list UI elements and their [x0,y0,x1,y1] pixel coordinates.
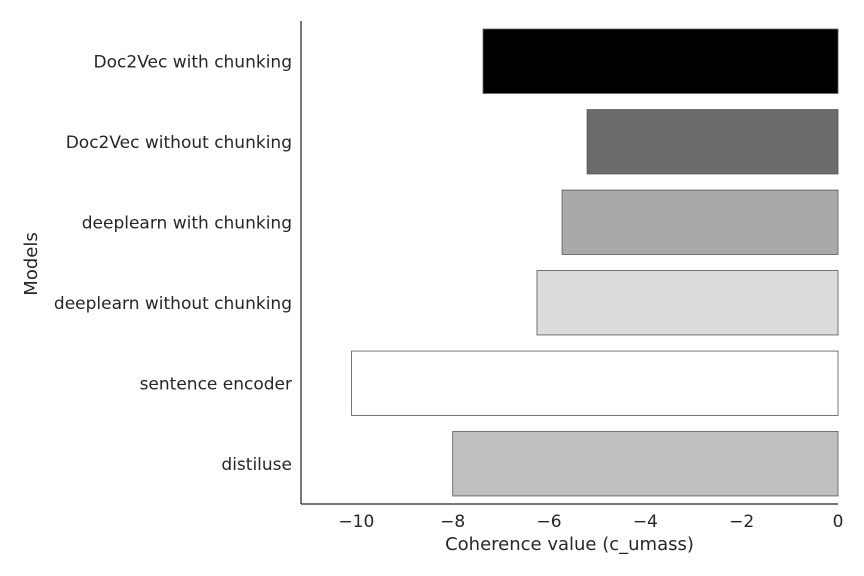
bar-doc2vec-without-chunking [586,109,839,175]
y-tick-labels: Doc2Vec with chunking Doc2Vec without chu… [54,52,292,475]
x-axis-label: Coherence value (c_umass) [445,534,694,555]
x-tick-label: −2 [729,512,754,532]
bar-distiluse [452,431,839,497]
y-tick-label: deeplearn with chunking [82,213,292,233]
bar-doc2vec-with-chunking [482,28,839,94]
y-axis-label: Models [21,232,42,295]
y-tick-label: sentence encoder [140,374,292,394]
bar-deeplearn-with-chunking [561,189,839,255]
y-tick-label: distiluse [221,455,292,475]
y-tick-label: deeplearn without chunking [54,294,292,314]
bar-sentence-encoder [351,350,839,416]
x-tick-label: −4 [633,512,658,532]
y-tick-label: Doc2Vec with chunking [94,52,292,72]
x-ticks: −10 −8 −6 −4 −2 0 [338,512,843,532]
bars-group [351,28,839,497]
x-tick-label: 0 [833,512,844,532]
x-tick-label: −10 [338,512,374,532]
x-tick-label: −6 [537,512,562,532]
y-tick-label: Doc2Vec without chunking [66,133,292,153]
x-tick-label: −8 [440,512,465,532]
bar-deeplearn-without-chunking [536,270,839,336]
